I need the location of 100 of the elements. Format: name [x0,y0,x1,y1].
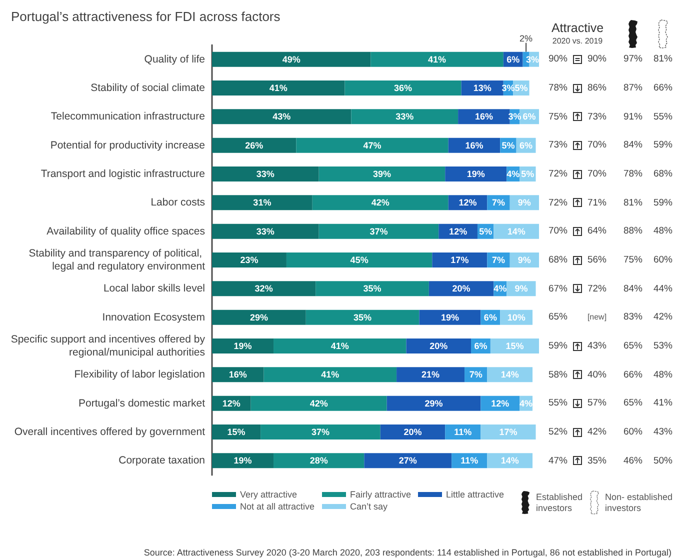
bar [212,367,264,382]
bar [260,424,380,440]
text: 35% [587,455,607,466]
data-label: 37% [370,226,388,236]
text: 81% [623,197,643,208]
data-label: 9% [518,198,531,208]
data-label: 4% [520,398,533,408]
data-label: 16% [228,370,247,380]
text: 53% [653,340,673,352]
text: 91% [623,111,643,122]
text: 88% [623,226,643,237]
text: 40% [587,369,607,380]
data-label: 35% [354,312,372,322]
bar [370,52,504,67]
data-label: 36% [394,83,412,93]
text: 71% [587,197,607,208]
text: 72% [587,283,607,294]
data-label: 11% [460,456,478,466]
data-label: 20% [404,427,422,437]
data-label: 19% [466,169,485,179]
text: 65% [548,312,568,323]
text: 42% [587,426,607,438]
text: [new] [587,312,607,322]
text: 68% [548,254,568,266]
text: 78% [623,168,643,180]
text: Non- established investors [605,492,674,514]
text: 97% [623,54,643,65]
data-label: 3% [508,112,522,122]
text: 70% [548,226,568,237]
text: 72% [548,168,568,180]
text: 58% [548,369,568,380]
bar [212,138,296,153]
text: 57% [587,398,607,409]
data-label: 26% [245,140,264,150]
y-tick-label: Corporate taxation [118,454,206,467]
data-label: 49% [282,54,300,64]
data-label: 17% [450,255,469,265]
y-tick-label: Portugal’s domestic market [78,397,206,410]
y-tick-label: Telecommunication infrastructure [50,110,206,123]
bar [364,453,452,468]
data-label: 21% [422,370,440,380]
data-label: 5% [514,83,528,93]
bar [306,310,420,325]
text: 43% [653,426,673,438]
text: 75% [548,111,568,122]
bar [250,396,387,411]
data-label: 6% [474,341,488,351]
y-tick-label: Stability of social climate [90,82,206,94]
chart-title: Portugal’s attractiveness for FDI across factors [11,9,281,24]
data-label: 10% [507,312,526,322]
text: 67% [548,283,568,294]
data-label: 41% [269,83,288,93]
data-label: 3% [502,83,515,93]
data-label: 16% [465,140,484,150]
text: Established investors [536,492,584,514]
data-label: 4% [494,284,507,294]
data-label: 29% [250,312,268,322]
text: 42% [653,312,673,323]
data-label: 2% [520,33,533,44]
data-label: 15% [506,341,524,351]
data-label: 9% [514,284,528,294]
bar [480,424,536,440]
bar [380,424,446,440]
text: 59% [653,197,673,208]
data-label: 7% [492,255,506,265]
text: 65% [623,398,643,409]
legend-label: Little attractive [446,490,504,500]
data-label: 47% [363,140,382,150]
bar [212,310,306,325]
text: 70% [587,140,607,151]
data-label: 6% [506,54,520,64]
bar [212,338,274,354]
text: 70% [587,168,607,180]
text: 59% [548,340,568,352]
data-label: 16% [474,112,493,122]
bar [212,195,312,210]
bar [406,338,472,354]
data-label: 35% [363,284,382,294]
y-tick-label: Quality of life [144,53,206,66]
bar [351,109,458,124]
text: 84% [623,140,643,151]
text: 41% [653,398,673,409]
y-tick-label: Specific support and incentives offered by regional/municipal authorities [10,334,206,358]
data-label: 6% [520,140,533,150]
text: 43% [587,340,607,352]
data-label: 7% [492,198,506,208]
data-label: 13% [473,83,492,93]
data-label: 7% [469,370,482,380]
data-label: 20% [430,341,448,351]
bar [212,80,345,96]
data-label: 39% [372,169,391,179]
y-tick-label: Local labor skills level [103,282,205,295]
bar [212,52,371,67]
y-tick-label: Overall incentives offered by government [14,426,206,438]
text: 65% [623,340,643,352]
data-label: 41% [321,370,340,380]
legend-label: Very attractive [240,490,298,500]
text: 60% [623,426,643,438]
text: 90% [548,54,568,65]
data-label: 14% [500,456,519,466]
